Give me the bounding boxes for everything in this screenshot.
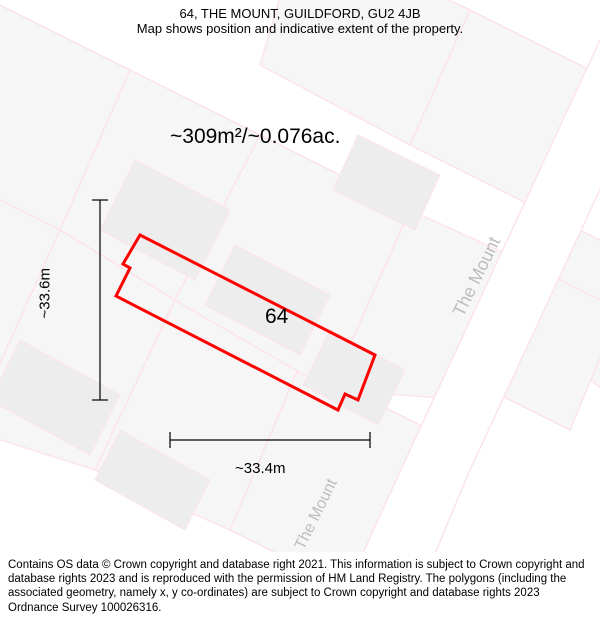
copyright-footer: Contains OS data © Crown copyright and d…: [0, 552, 600, 625]
map-canvas: ~309m²/~0.076ac. 64 The MountThe Mount ~…: [0, 0, 600, 560]
area-label: ~309m²/~0.076ac.: [170, 125, 340, 149]
page-subtitle: Map shows position and indicative extent…: [10, 21, 590, 36]
house-number: 64: [265, 305, 288, 329]
page-title: 64, THE MOUNT, GUILDFORD, GU2 4JB: [10, 6, 590, 21]
map-svg: [0, 0, 600, 560]
header: 64, THE MOUNT, GUILDFORD, GU2 4JB Map sh…: [0, 0, 600, 38]
height-label: ~33.6m: [37, 268, 54, 318]
width-label: ~33.4m: [235, 460, 285, 477]
